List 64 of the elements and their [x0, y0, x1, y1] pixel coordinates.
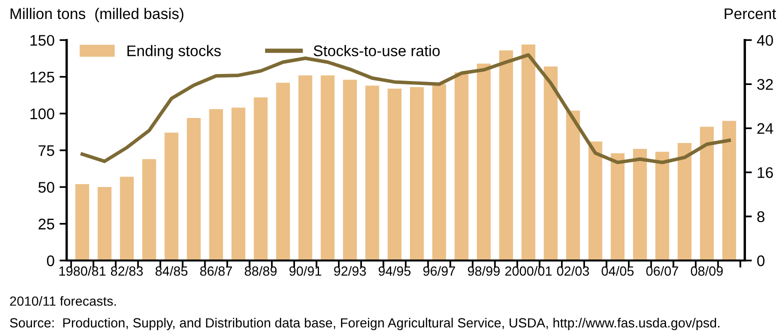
- bar: [700, 126, 714, 261]
- y-tick-label: 150: [30, 34, 54, 46]
- x-tick-label: 86/87: [200, 266, 232, 276]
- y-tick-label: 75: [38, 145, 54, 156]
- bar: [410, 87, 424, 261]
- bar: [320, 75, 335, 261]
- bar: [120, 176, 134, 261]
- bar: [588, 141, 602, 261]
- bar: [454, 72, 468, 261]
- bar: [566, 110, 580, 261]
- y-tick-label: 50: [38, 182, 54, 193]
- x-tick-label: 84/85: [156, 266, 188, 276]
- legend-label: Ending stocks: [127, 45, 221, 60]
- y2-tick-label: 16: [758, 167, 773, 178]
- bar: [388, 88, 402, 261]
- x-tick-label: 04/05: [602, 266, 634, 276]
- bar: [476, 64, 491, 261]
- x-tick-label: 02/03: [557, 266, 589, 276]
- bar: [298, 75, 312, 261]
- y2-tick-label: 40: [756, 34, 773, 46]
- bar: [254, 97, 268, 261]
- y2-axis-title: Percent: [724, 8, 776, 20]
- x-tick-label: 06/07: [646, 266, 678, 276]
- legend-label: Stocks-to-use ratio: [314, 45, 440, 56]
- bar: [633, 148, 647, 261]
- bar: [522, 44, 536, 261]
- y2-tick-label: 24: [757, 123, 774, 134]
- x-tick-label: 08/09: [690, 266, 723, 276]
- bar: [722, 120, 736, 261]
- y-tick-label: 100: [30, 108, 54, 120]
- text: 2010/11 forecasts.: [10, 296, 116, 306]
- x-tick-label: 88/89: [244, 266, 277, 276]
- bar: [276, 82, 290, 261]
- y-axis-title: Million tons (milled basis): [10, 8, 184, 22]
- bar: [655, 152, 670, 261]
- x-tick-label: 92/93: [334, 266, 366, 276]
- x-tick-label: 94/95: [378, 266, 411, 276]
- x-tick-label: 90/91: [289, 266, 322, 276]
- bar: [544, 66, 558, 261]
- y2-tick-label: 32: [757, 79, 773, 90]
- bar: [186, 118, 201, 261]
- y2-tick-label: 8: [757, 211, 764, 222]
- y2-tick-label: 0: [757, 255, 765, 266]
- bar: [75, 184, 90, 261]
- x-tick-label: 1980/81: [59, 266, 106, 276]
- bar: [98, 187, 112, 261]
- x-tick-label: 82/83: [110, 266, 143, 276]
- y-tick-label: 0: [46, 255, 54, 266]
- bar: [365, 86, 380, 261]
- y-tick-label: 125: [30, 72, 54, 83]
- x-tick-label: 98/99: [468, 266, 500, 276]
- source-note: Source: Production, Supply, and Distribution data base, Foreign Agricultural Service, USDA, http://www.fas.usda.gov/psd.: [10, 318, 720, 330]
- bar: [432, 84, 446, 261]
- x-tick-label: 96/97: [423, 266, 456, 276]
- bar: [499, 50, 514, 261]
- bar: [231, 108, 246, 261]
- bar: [164, 132, 178, 261]
- bar: [610, 153, 625, 261]
- x-tick-label: 2000/01: [505, 266, 552, 276]
- bar: [142, 159, 156, 261]
- y-tick-label: 25: [38, 218, 54, 230]
- bar: [678, 142, 692, 261]
- bar: [343, 80, 357, 261]
- bar: [209, 109, 224, 261]
